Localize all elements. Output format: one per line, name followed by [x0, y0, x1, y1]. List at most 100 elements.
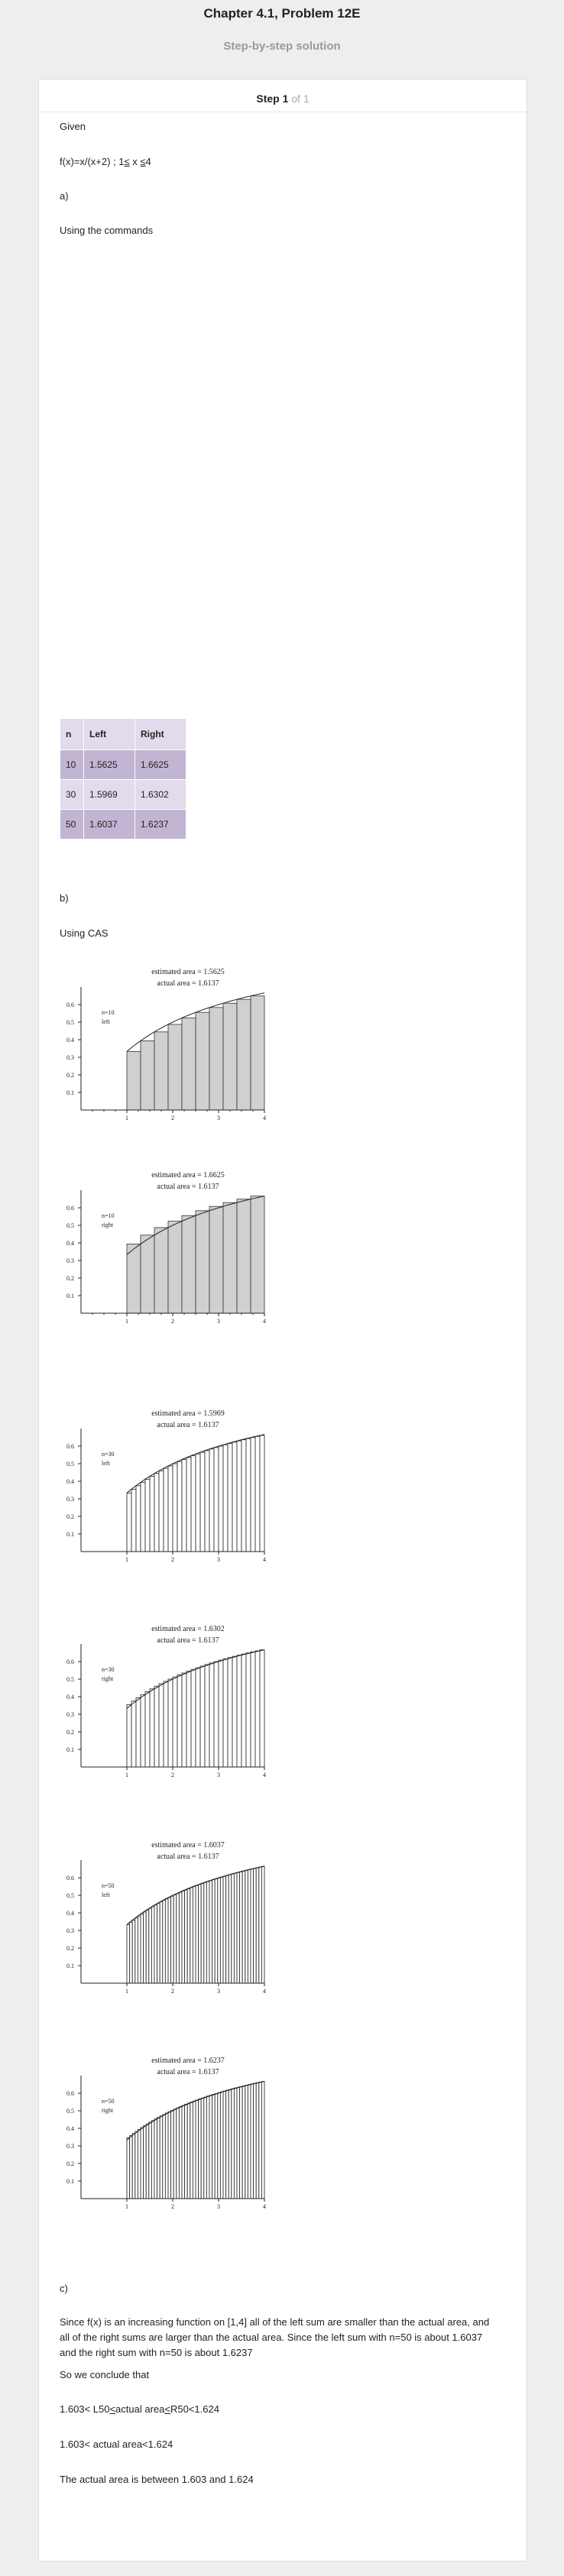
riemann-bar [157, 2117, 160, 2199]
x-tick-label: 1 [125, 1988, 128, 1995]
x-tick-label: 1 [125, 1556, 128, 1563]
riemann-bar [245, 1438, 251, 1552]
riemann-bar [233, 1872, 238, 1984]
riemann-bar [261, 2081, 265, 2199]
inequality-1-d: < [164, 2403, 170, 2415]
riemann-bar [186, 1457, 192, 1552]
riemann-bar [239, 2086, 243, 2199]
riemann-plot-svg: estimated area = 1.6302 actual area = 1.… [66, 1625, 266, 1778]
plot-side-label: right [102, 1222, 114, 1228]
y-tick-label: 0.1 [66, 1746, 74, 1753]
y-tick-label: 0.1 [66, 1531, 74, 1538]
riemann-bar [259, 1649, 265, 1768]
riemann-bar [247, 2084, 251, 2199]
plot-n-label: n=50 [102, 1882, 115, 1889]
riemann-bar [212, 1879, 216, 1984]
riemann-bar [154, 1904, 158, 1984]
function-curve [126, 1649, 265, 1709]
y-tick-label: 0.4 [66, 1910, 74, 1917]
x-tick-label: 1 [125, 1318, 128, 1325]
riemann-bar [151, 1906, 155, 1984]
riemann-bar [126, 1924, 131, 1984]
y-tick-label: 0.3 [66, 2143, 74, 2150]
table-cell-n: 30 [60, 779, 84, 810]
inequality-1: 1.603< L50<actual area<R50<1.624 [60, 2403, 219, 2415]
riemann-bar [195, 2099, 199, 2199]
riemann-bar [250, 1437, 256, 1552]
riemann-bar [232, 1442, 238, 1552]
x-tick-label: 3 [217, 1988, 220, 1995]
riemann-plot-3: estimated area = 1.5969 actual area = 1.… [60, 1405, 335, 1579]
function-curve [126, 2081, 265, 2141]
y-tick-label: 0.6 [66, 1443, 74, 1450]
x-tick-label: 4 [263, 1556, 266, 1563]
riemann-bar [184, 1889, 188, 1984]
table-cell-right: 1.6625 [135, 749, 186, 780]
riemann-bar [186, 1671, 192, 1768]
y-tick-label: 0.6 [66, 1659, 74, 1665]
riemann-bar [131, 2133, 136, 2199]
riemann-bar [241, 1870, 246, 1984]
axes-group: 1 2 3 4 0.1 0.2 0.3 0.4 0.5 0.6 [66, 987, 266, 1121]
plot-actual-label: actual area = 1.6137 [157, 1183, 219, 1191]
table-header-right: Right [135, 718, 186, 750]
plot-estimate-label: estimated area = 1.5969 [151, 1409, 225, 1418]
table-header-n: n [60, 718, 84, 750]
using-commands-text: Using the commands [60, 225, 154, 236]
riemann-bar [225, 2089, 229, 2199]
inequality-2: 1.603< actual area<1.624 [60, 2438, 173, 2450]
riemann-bar [236, 2086, 241, 2199]
riemann-bar [184, 2104, 188, 2199]
function-prefix: f(x)=x/(x+2) ; 1 [60, 156, 125, 167]
riemann-bar [190, 1887, 193, 1984]
bars-group [126, 1434, 265, 1552]
plot-estimate-label: estimated area = 1.5625 [151, 968, 225, 976]
table-cell-n: 10 [60, 749, 84, 780]
step-label: Step 1 [256, 92, 289, 105]
function-statement: f(x)=x/(x+2) ; 1≤ x ≤4 [60, 156, 151, 167]
y-tick-label: 0.4 [66, 1694, 74, 1701]
y-tick-label: 0.3 [66, 1711, 74, 1718]
riemann-bar [140, 1694, 146, 1768]
bars-group [126, 1196, 265, 1314]
riemann-bar [178, 2106, 183, 2199]
riemann-sum-table: n Left Right 10 1.5625 1.6625 30 1.5969 … [60, 718, 186, 840]
riemann-bar [209, 1007, 224, 1111]
riemann-bar [245, 2085, 248, 2199]
riemann-bar [135, 1485, 141, 1552]
riemann-bar [199, 1665, 206, 1768]
riemann-bar [181, 1215, 196, 1314]
riemann-bar [186, 1888, 191, 1984]
riemann-bar [162, 2114, 166, 2199]
plot-n-label: n=50 [102, 2098, 115, 2105]
y-tick-label: 0.3 [66, 1054, 74, 1061]
riemann-bar [214, 2092, 219, 2199]
riemann-bar [200, 2097, 205, 2199]
riemann-bar [198, 1884, 202, 1984]
riemann-bar [258, 2081, 262, 2199]
riemann-bar [245, 1869, 248, 1984]
riemann-plot-svg: estimated area = 1.5625 actual area = 1.… [66, 968, 266, 1121]
riemann-bar [195, 1885, 199, 1984]
riemann-bar [228, 2089, 232, 2199]
riemann-bar [154, 1031, 169, 1111]
table-cell-right: 1.6237 [135, 809, 186, 840]
riemann-bar [253, 2082, 257, 2199]
final-answer: The actual area is between 1.603 and 1.6… [60, 2474, 254, 2485]
riemann-bar [126, 1243, 141, 1314]
riemann-bar [200, 1883, 205, 1984]
riemann-bar [250, 1651, 256, 1768]
riemann-bar [140, 1481, 146, 1552]
function-curve [126, 1866, 265, 1925]
riemann-bar [227, 1657, 233, 1768]
function-mid: x [129, 156, 141, 167]
explanation-text: Since f(x) is an increasing function on … [60, 2316, 490, 2358]
riemann-bar [173, 2108, 177, 2199]
riemann-bar [149, 1475, 155, 1552]
y-tick-label: 0.2 [66, 1513, 74, 1520]
riemann-bar [181, 1672, 187, 1768]
y-tick-label: 0.1 [66, 1089, 74, 1096]
x-tick-label: 2 [171, 2203, 174, 2210]
riemann-bar [222, 1659, 229, 1768]
riemann-bar [178, 1892, 183, 1984]
